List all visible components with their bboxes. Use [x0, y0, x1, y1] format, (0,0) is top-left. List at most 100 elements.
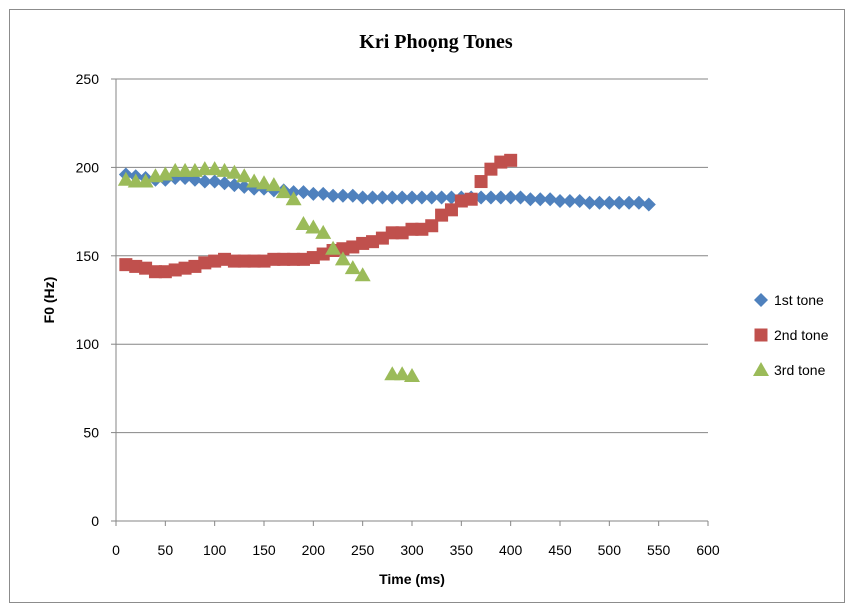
square-point [129, 259, 143, 273]
square-point [385, 226, 399, 240]
triangle-point [256, 175, 272, 190]
triangle-point [265, 177, 282, 192]
triangle-point [285, 191, 302, 206]
square-point [119, 258, 133, 272]
diamond-point [582, 195, 597, 210]
legend-item: 1st tone [754, 292, 824, 308]
legend: 1st tone 2nd tone 3rd tone [753, 292, 829, 378]
legend-triangle-marker [753, 362, 769, 376]
diamond-point [355, 190, 370, 205]
x-tick-label: 50 [158, 542, 174, 558]
diamond-point [513, 190, 528, 205]
triangle-point [344, 260, 361, 275]
triangle-point [354, 267, 371, 282]
legend-item: 2nd tone [754, 327, 829, 343]
triangle-point [226, 164, 243, 179]
triangle-point [334, 251, 351, 266]
square-point [158, 265, 172, 279]
legend-label: 1st tone [774, 292, 824, 308]
diamond-point [197, 174, 212, 189]
triangle-point [315, 224, 332, 239]
square-point [316, 247, 330, 261]
diamond-point [483, 190, 498, 205]
legend-diamond-marker [754, 293, 768, 307]
y-tick-label: 50 [83, 425, 99, 441]
x-tick-label: 0 [112, 542, 120, 558]
square-point [178, 261, 192, 275]
diamond-point [533, 192, 548, 207]
series-3 [117, 161, 420, 383]
x-tick-label: 450 [548, 542, 572, 558]
square-point [366, 235, 380, 249]
diamond-point [434, 190, 449, 205]
legend-item: 3rd tone [753, 362, 826, 378]
axes: 0 50 100 150 200 250 0 50 100 150 200 250 300 350 400 4… [76, 71, 720, 558]
triangle-point [216, 162, 233, 177]
diamond-point [306, 186, 321, 201]
diamond-point [414, 190, 429, 205]
square-point [208, 254, 222, 268]
triangle-point [157, 166, 174, 181]
diamond-point [395, 190, 410, 205]
diamond-point [326, 188, 341, 203]
y-tick-label: 200 [76, 159, 100, 175]
diamond-point [562, 193, 577, 208]
diamond-point [631, 195, 646, 210]
square-point [484, 162, 498, 176]
square-point [395, 226, 409, 240]
diamond-point [622, 195, 637, 210]
square-point [425, 219, 439, 233]
chart-title: Kri Phoọng Tones [359, 31, 513, 53]
legend-square-marker [754, 328, 768, 342]
triangle-point [246, 173, 263, 188]
diamond-point [237, 179, 252, 194]
diamond-point [493, 190, 508, 205]
square-point [139, 261, 153, 275]
diamond-point [553, 193, 567, 208]
square-point [435, 208, 449, 222]
diamond-point [612, 195, 627, 210]
x-tick-label: 350 [450, 542, 474, 558]
square-point [296, 252, 310, 266]
diamond-point [641, 197, 656, 212]
triangle-point [117, 171, 134, 186]
square-point [306, 251, 320, 265]
diamond-point [592, 195, 607, 210]
triangle-point [236, 168, 253, 183]
legend-label: 3rd tone [774, 362, 826, 378]
square-point [287, 252, 301, 266]
square-point [504, 153, 518, 167]
diamond-point [602, 195, 617, 210]
square-point [375, 231, 389, 245]
square-point [218, 252, 232, 266]
square-point [267, 252, 281, 266]
square-point [464, 192, 478, 206]
diamond-point [217, 176, 232, 191]
diamond-point [424, 190, 439, 205]
diamond-point [385, 190, 400, 205]
square-point [346, 240, 360, 254]
square-point [227, 254, 241, 268]
series-2 [119, 153, 518, 279]
diamond-point [335, 188, 350, 203]
diamond-point [503, 190, 518, 205]
x-tick-label: 400 [499, 542, 523, 558]
triangle-point [404, 368, 420, 383]
square-point [198, 256, 212, 270]
square-point [277, 252, 291, 266]
y-tick-label: 150 [76, 248, 100, 264]
x-tick-label: 150 [252, 542, 276, 558]
legend-label: 2nd tone [774, 327, 829, 343]
square-point [415, 222, 429, 236]
triangle-point [206, 161, 223, 176]
triangle-point [394, 366, 411, 381]
diamond-point [207, 174, 222, 189]
x-tick-label: 200 [302, 542, 326, 558]
x-tick-label: 250 [351, 542, 375, 558]
diamond-point [345, 188, 360, 203]
square-point [444, 203, 458, 217]
x-axis-title: Time (ms) [379, 571, 445, 587]
y-tick-label: 250 [76, 71, 100, 87]
triangle-point [325, 240, 342, 255]
